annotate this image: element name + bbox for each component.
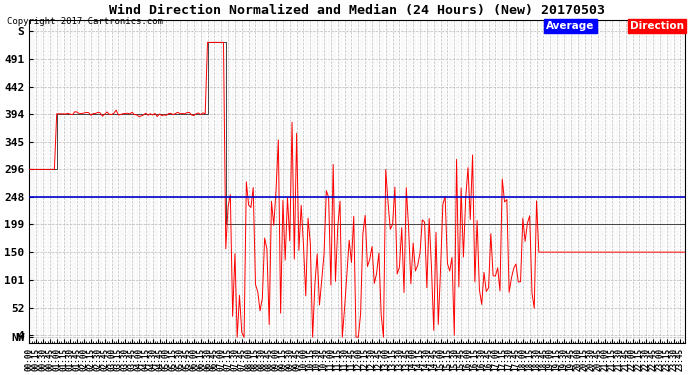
Text: Copyright 2017 Cartronics.com: Copyright 2017 Cartronics.com: [7, 17, 163, 26]
Text: Direction: Direction: [631, 21, 684, 32]
Text: Average: Average: [546, 21, 595, 32]
Title: Wind Direction Normalized and Median (24 Hours) (New) 20170503: Wind Direction Normalized and Median (24…: [109, 4, 605, 17]
